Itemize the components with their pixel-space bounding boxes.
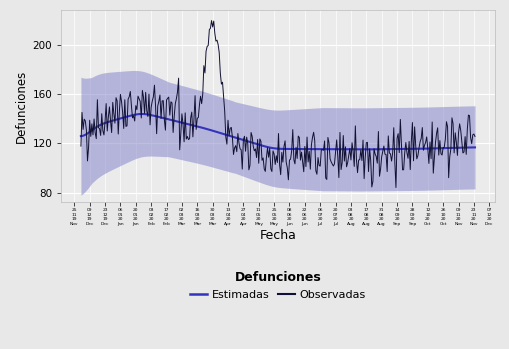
X-axis label: Fecha: Fecha	[259, 229, 296, 242]
Y-axis label: Defunciones: Defunciones	[15, 70, 28, 143]
Legend: Estimadas, Observadas: Estimadas, Observadas	[186, 267, 369, 304]
